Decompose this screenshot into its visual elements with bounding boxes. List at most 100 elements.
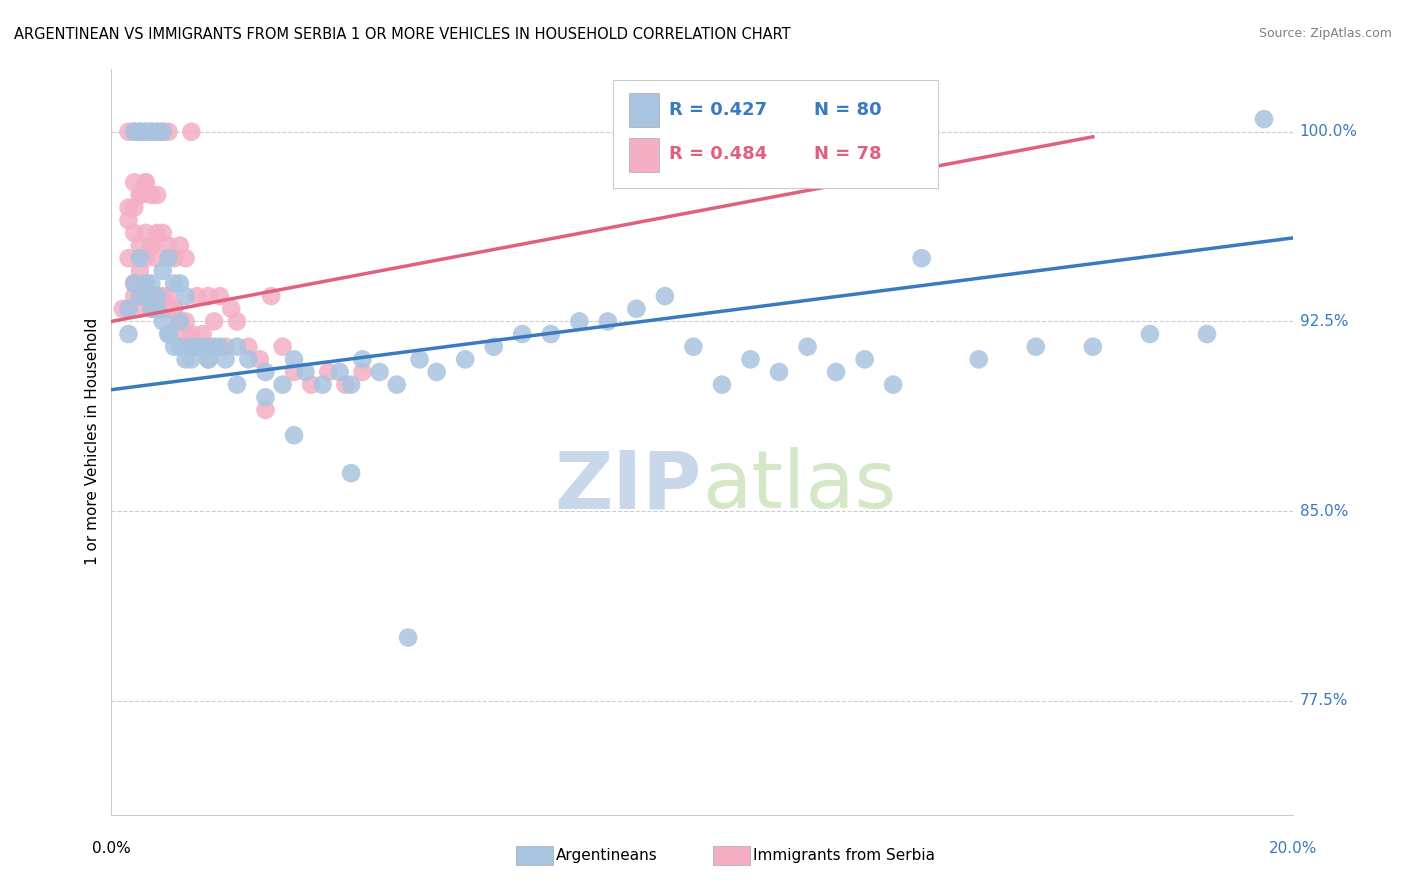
Point bbox=[197, 352, 219, 367]
Point bbox=[271, 377, 294, 392]
Point bbox=[385, 377, 408, 392]
Point bbox=[825, 365, 848, 379]
Text: 20.0%: 20.0% bbox=[1268, 841, 1317, 856]
Text: 77.5%: 77.5% bbox=[1299, 693, 1348, 708]
Point bbox=[202, 340, 225, 354]
Point bbox=[129, 188, 152, 202]
Point bbox=[163, 301, 186, 316]
Point bbox=[117, 301, 139, 316]
Point bbox=[191, 340, 214, 354]
Point bbox=[146, 301, 169, 316]
Text: 85.0%: 85.0% bbox=[1299, 504, 1348, 518]
Point bbox=[853, 352, 876, 367]
Point bbox=[152, 314, 174, 328]
Point bbox=[122, 125, 145, 139]
Point bbox=[169, 340, 191, 354]
Point bbox=[141, 289, 163, 303]
Point bbox=[335, 377, 357, 392]
Point bbox=[197, 352, 219, 367]
Point bbox=[152, 226, 174, 240]
Point bbox=[454, 352, 477, 367]
Point bbox=[146, 289, 169, 303]
Point bbox=[260, 289, 283, 303]
Point bbox=[316, 365, 339, 379]
Point bbox=[135, 251, 157, 265]
Point bbox=[122, 289, 145, 303]
Point bbox=[129, 125, 152, 139]
Point bbox=[129, 188, 152, 202]
Point bbox=[135, 226, 157, 240]
Point bbox=[117, 125, 139, 139]
Point bbox=[283, 428, 305, 442]
Point bbox=[202, 314, 225, 328]
Point bbox=[141, 301, 163, 316]
Point bbox=[540, 327, 562, 342]
Point bbox=[311, 377, 333, 392]
Point bbox=[169, 277, 191, 291]
Point bbox=[768, 365, 790, 379]
Text: Argentineans: Argentineans bbox=[555, 848, 658, 863]
Point bbox=[197, 289, 219, 303]
Text: R = 0.484: R = 0.484 bbox=[669, 145, 768, 163]
Point bbox=[163, 301, 186, 316]
Text: N = 80: N = 80 bbox=[814, 101, 882, 119]
Point bbox=[157, 125, 180, 139]
Point bbox=[141, 301, 163, 316]
Point bbox=[169, 314, 191, 328]
Point bbox=[568, 314, 591, 328]
Point bbox=[1081, 340, 1104, 354]
Point bbox=[882, 377, 904, 392]
Point bbox=[299, 377, 322, 392]
Point bbox=[596, 314, 619, 328]
Text: R = 0.427: R = 0.427 bbox=[669, 101, 768, 119]
Y-axis label: 1 or more Vehicles in Household: 1 or more Vehicles in Household bbox=[86, 318, 100, 566]
Point bbox=[254, 390, 277, 404]
Point bbox=[654, 289, 676, 303]
Point bbox=[197, 340, 219, 354]
Point bbox=[191, 327, 214, 342]
Point bbox=[396, 631, 419, 645]
Point bbox=[408, 352, 430, 367]
Point bbox=[129, 125, 152, 139]
Point bbox=[135, 277, 157, 291]
Point bbox=[180, 327, 202, 342]
FancyBboxPatch shape bbox=[628, 93, 659, 128]
Point bbox=[163, 251, 186, 265]
Point bbox=[157, 327, 180, 342]
Point bbox=[682, 340, 704, 354]
Point bbox=[157, 301, 180, 316]
Point bbox=[214, 340, 236, 354]
Point bbox=[146, 125, 169, 139]
Point bbox=[157, 238, 180, 252]
Point bbox=[152, 289, 174, 303]
Point bbox=[294, 365, 316, 379]
Point bbox=[219, 301, 242, 316]
Point bbox=[141, 188, 163, 202]
Point bbox=[152, 301, 174, 316]
Point bbox=[157, 289, 180, 303]
Point bbox=[796, 340, 818, 354]
Point bbox=[135, 175, 157, 189]
Point bbox=[226, 340, 249, 354]
FancyBboxPatch shape bbox=[628, 138, 659, 172]
Point bbox=[626, 301, 648, 316]
Point bbox=[117, 201, 139, 215]
Point bbox=[174, 251, 197, 265]
Point bbox=[214, 352, 236, 367]
Point bbox=[157, 251, 180, 265]
Text: atlas: atlas bbox=[702, 447, 897, 525]
Point bbox=[129, 301, 152, 316]
Point bbox=[135, 289, 157, 303]
Point bbox=[174, 327, 197, 342]
Text: 100.0%: 100.0% bbox=[1299, 124, 1358, 139]
Point bbox=[740, 352, 762, 367]
Point bbox=[271, 340, 294, 354]
Point bbox=[329, 365, 352, 379]
Point bbox=[117, 327, 139, 342]
Point bbox=[122, 125, 145, 139]
Point bbox=[146, 125, 169, 139]
Point bbox=[226, 377, 249, 392]
Point bbox=[911, 251, 934, 265]
Point bbox=[117, 251, 139, 265]
Point bbox=[135, 175, 157, 189]
